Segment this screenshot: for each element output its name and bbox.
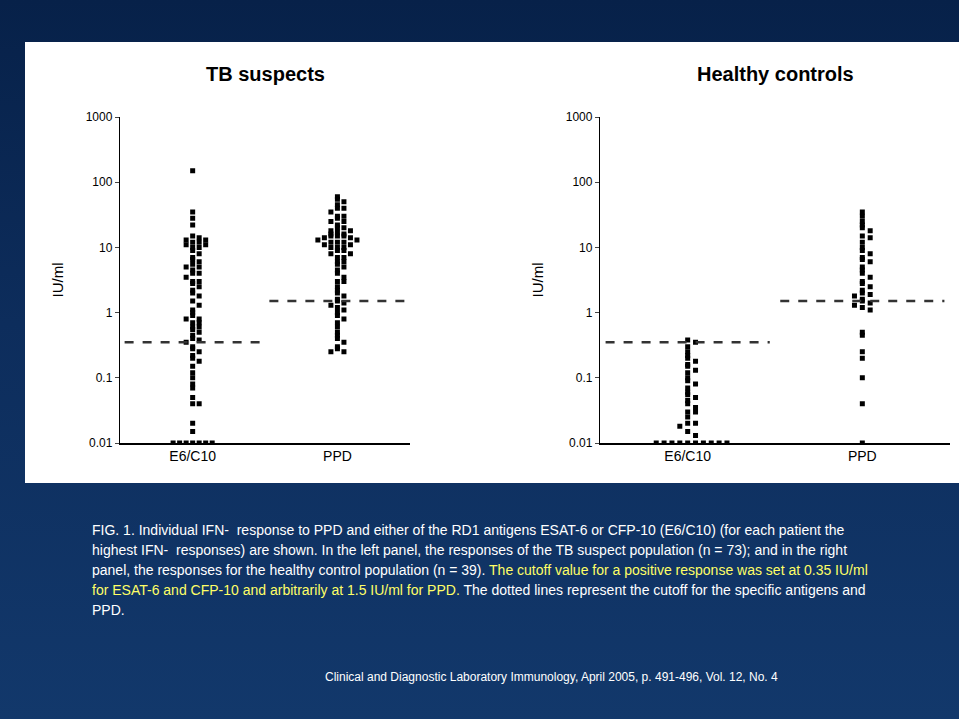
- svg-text:100: 100: [92, 175, 112, 189]
- svg-text:10: 10: [99, 241, 113, 255]
- svg-text:E6/C10: E6/C10: [169, 448, 216, 464]
- svg-text:PPD: PPD: [848, 448, 877, 464]
- svg-text:0.01: 0.01: [569, 436, 593, 450]
- svg-text:IU/ml: IU/ml: [49, 263, 66, 298]
- svg-text:1: 1: [586, 306, 593, 320]
- svg-text:1: 1: [106, 306, 113, 320]
- svg-text:1000: 1000: [86, 110, 113, 124]
- svg-text:E6/C10: E6/C10: [664, 448, 711, 464]
- svg-text:1000: 1000: [566, 110, 593, 124]
- svg-text:10: 10: [579, 241, 593, 255]
- svg-text:0.1: 0.1: [96, 371, 113, 385]
- html-text:FIG. 1. Individual IFN- respon: FIG. 1. Individual IFN- response to PPD …: [92, 522, 872, 618]
- svg-text:Healthy controls: Healthy controls: [697, 63, 854, 85]
- svg-text:IU/ml: IU/ml: [529, 263, 546, 298]
- html-text:Clinical and Diagnostic Labora: Clinical and Diagnostic Laboratory Immun…: [325, 670, 778, 684]
- svg-text:TB suspects: TB suspects: [206, 63, 325, 85]
- svg-text:100: 100: [572, 175, 592, 189]
- svg-text:0.1: 0.1: [576, 371, 593, 385]
- svg-text:PPD: PPD: [323, 448, 352, 464]
- svg-text:0.01: 0.01: [89, 436, 113, 450]
